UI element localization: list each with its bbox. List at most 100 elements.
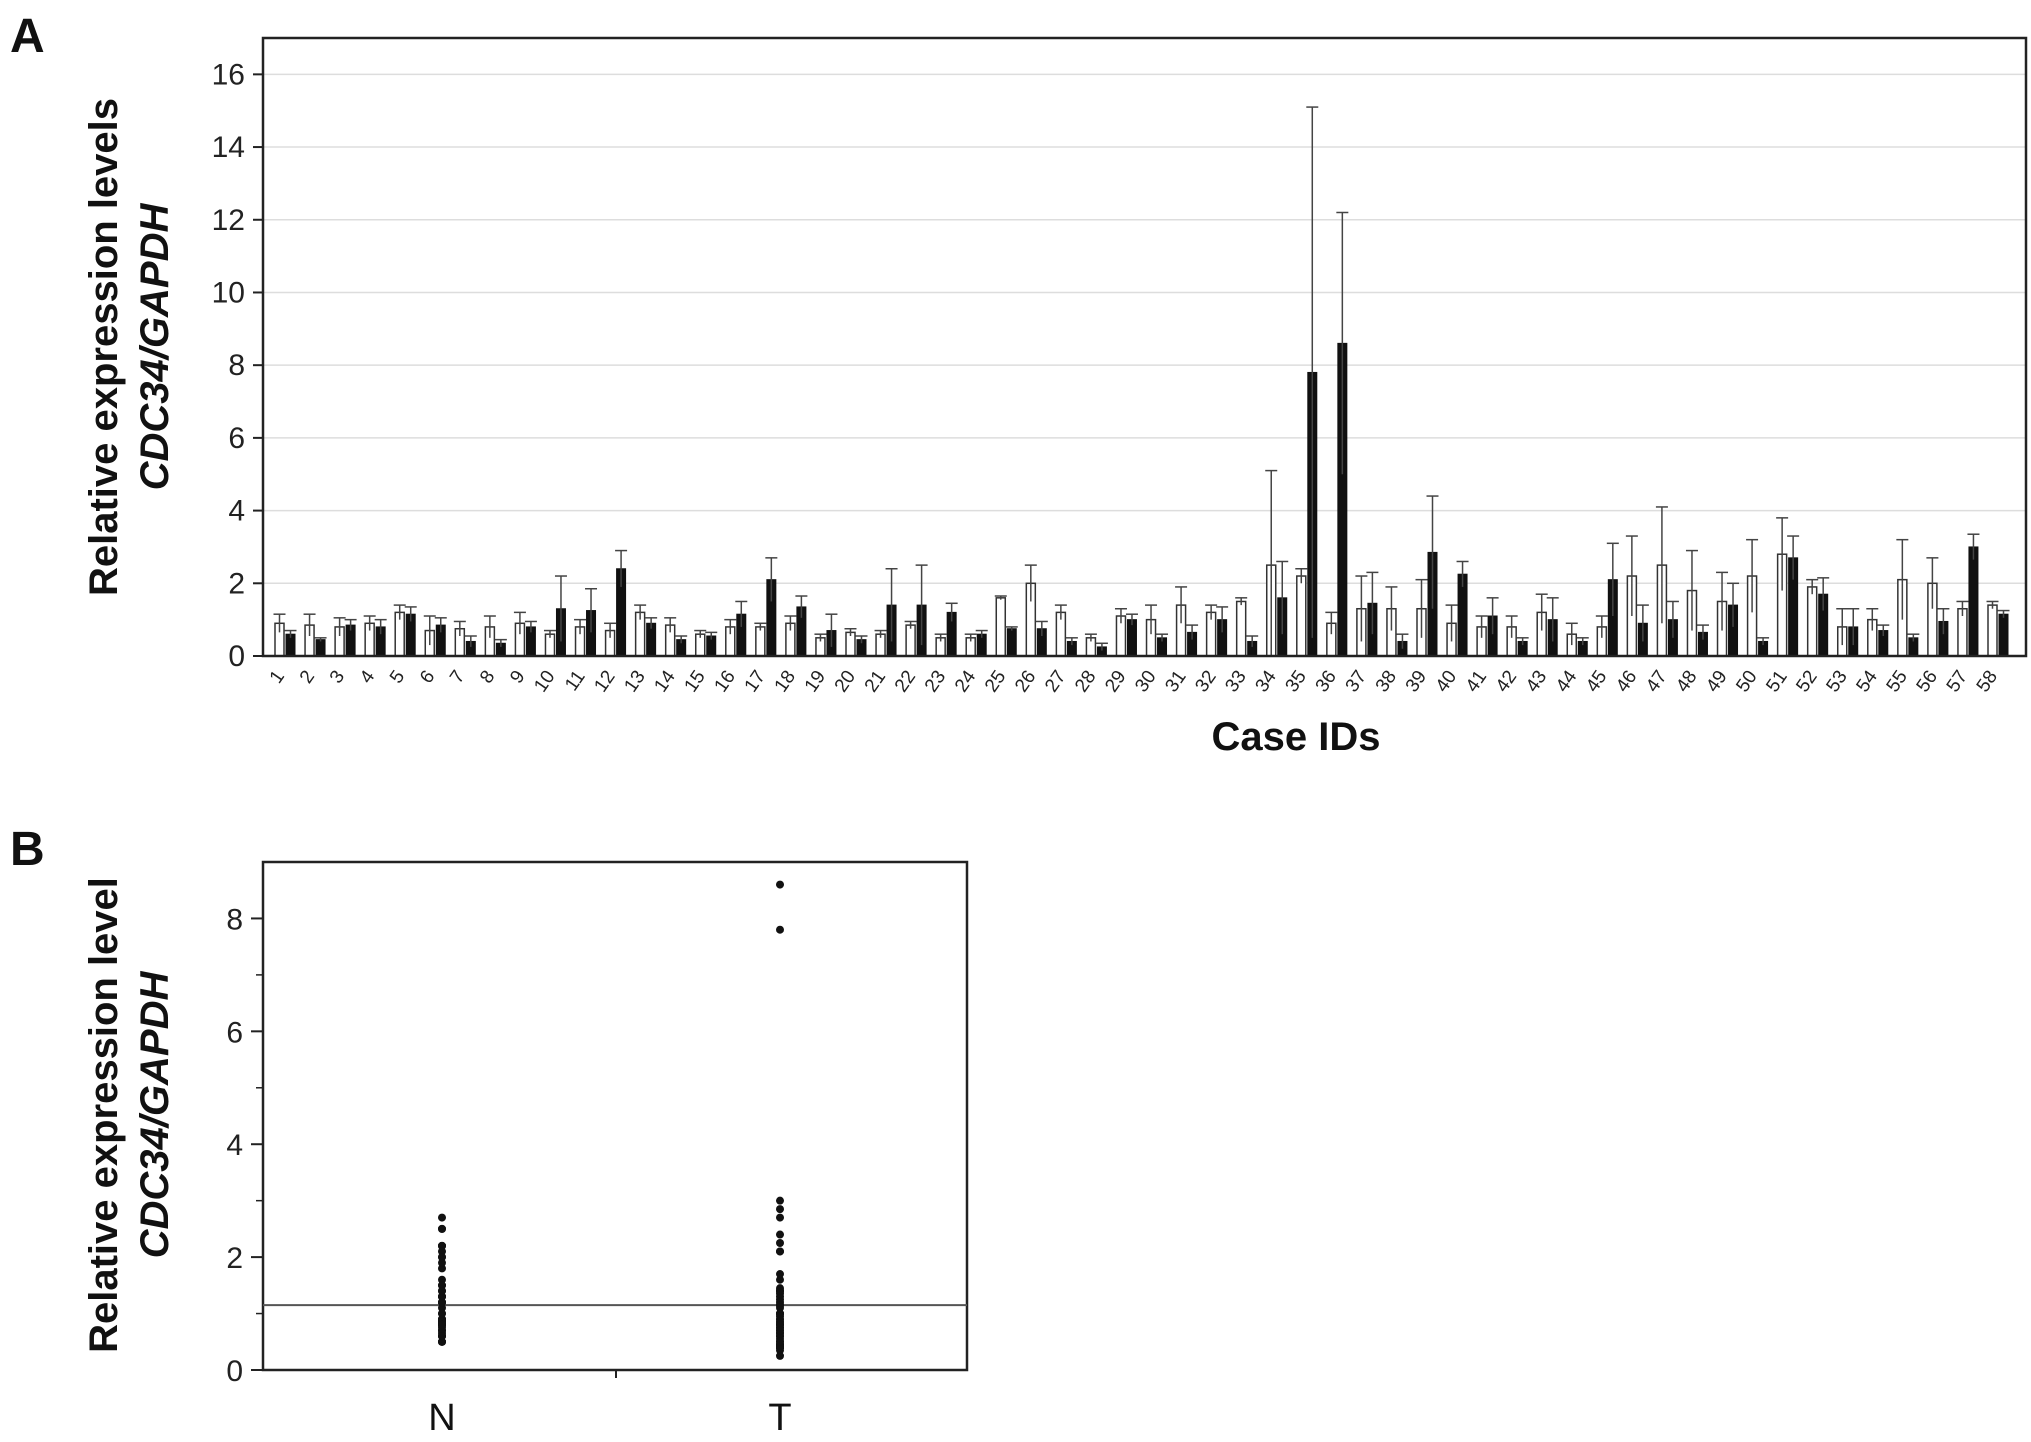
- panel-a-bar-normal: [1296, 575, 1307, 657]
- panel-b-point-n: [438, 1224, 446, 1233]
- panel-a-ytick-label: 4: [228, 495, 245, 528]
- panel-b-point-t: [776, 1196, 784, 1205]
- panel-a-xtick-label: 19: [801, 667, 830, 696]
- panel-a-xtick-label: 52: [1792, 667, 1821, 696]
- panel-a-bar-normal: [1806, 586, 1818, 657]
- panel-a-bar-normal: [755, 626, 766, 657]
- panel-a-xtick-label: 4: [356, 666, 380, 687]
- panel-a-xtick-label: 13: [620, 667, 649, 696]
- panel-a-xtick-label: 49: [1702, 667, 1731, 696]
- panel-a-xtick-label: 11: [561, 667, 590, 695]
- panel-a-ytick-label: 2: [228, 567, 245, 600]
- panel-a-ytick-label: 16: [212, 58, 245, 91]
- panel-a-xtick-label: 36: [1312, 667, 1341, 696]
- panel-b-point-n: [438, 1264, 446, 1273]
- panel-b-point-t: [776, 1312, 784, 1321]
- panel-a-xtick-label: 25: [981, 667, 1010, 696]
- panel-b-point-n: [438, 1298, 446, 1307]
- panel-a-xtick-label: 22: [891, 667, 920, 696]
- panel-b-point-t: [776, 925, 784, 934]
- panel-b-point-n: [438, 1213, 446, 1222]
- panel-b-point-t: [776, 1247, 784, 1256]
- panel-b-point-t: [776, 1337, 784, 1346]
- panel-a-xlabel: Case IDs: [1212, 715, 1381, 759]
- panel-a-xtick-label: 55: [1883, 667, 1912, 696]
- panel-b-point-n: [438, 1292, 446, 1301]
- panel-a-ytick-label: 6: [228, 422, 245, 455]
- panel-a-letter: A: [10, 10, 45, 63]
- panel-a-ytick-label: 10: [212, 276, 245, 309]
- panel-b-point-t: [776, 1320, 784, 1329]
- panel-a-bar-normal: [905, 624, 916, 657]
- panel-b-point-n: [438, 1303, 446, 1312]
- panel-b-point-t: [776, 1239, 784, 1247]
- panel-a-xtick-label: 39: [1402, 667, 1431, 696]
- panel-b-point-n: [438, 1241, 446, 1250]
- panel-b-ylabel-line2: CDC34/GAPDH: [133, 971, 177, 1259]
- panel-b-ytick-label: 6: [226, 1016, 243, 1049]
- panel-a-xtick-label: 20: [831, 667, 860, 696]
- panel-b-point-n: [438, 1332, 446, 1341]
- panel-a-gridlines: [263, 73, 2026, 585]
- panel-a-bar-tumor: [315, 639, 326, 657]
- panel-b-letter: B: [10, 823, 45, 876]
- panel-a-ylabel-line2: CDC34/GAPDH: [133, 203, 177, 491]
- panel-a-xtick-label: 6: [416, 667, 439, 688]
- panel-b-ytick-label: 2: [226, 1242, 243, 1275]
- panel-b-point-t: [776, 1301, 784, 1310]
- panel-a-xtick-label: 27: [1041, 667, 1070, 696]
- panel-a-xtick-label: 2: [296, 667, 319, 688]
- panel-b-point-t: [776, 880, 784, 889]
- panel-b-point-n: [438, 1253, 446, 1262]
- panel-a-xtick-label: 56: [1913, 667, 1942, 696]
- panel-a-xtick-label: 50: [1732, 667, 1761, 696]
- panel-a-xtick-label: 47: [1642, 667, 1671, 696]
- panel-b-ytick-label: 8: [226, 903, 243, 936]
- panel-b-point-n: [438, 1258, 446, 1267]
- panel-a-xtick-label: 51: [1762, 667, 1791, 696]
- panel-a-xtick-label: 10: [530, 667, 559, 696]
- panel-b-plot-frame: [261, 860, 969, 1372]
- panel-a-xtick-label: 24: [951, 666, 981, 696]
- panel-b-point-t: [776, 1286, 784, 1295]
- panel-a-xtick-label: 43: [1522, 667, 1551, 696]
- panel-a-plot-frame: [261, 36, 2028, 658]
- panel-a-xtick-label: 26: [1011, 667, 1040, 696]
- panel-a-xtick-label: 57: [1943, 667, 1972, 696]
- panel-b-point-t: [776, 1343, 784, 1352]
- panel-a-xtick-label: 23: [921, 667, 950, 696]
- panel-a-xtick-label: 40: [1432, 667, 1461, 696]
- panel-a-y-ticks: 0 2 4 6 8 10 12 14 16: [212, 58, 263, 673]
- panel-a-xtick-label: 37: [1342, 667, 1371, 696]
- panel-a-xtick-label: 12: [590, 667, 619, 696]
- panel-a-xtick-label: 48: [1672, 667, 1701, 696]
- panel-a-bar-tumor: [1998, 613, 2009, 657]
- panel-a-xtick-label: 28: [1071, 667, 1100, 696]
- panel-a-ytick-label: 12: [212, 204, 245, 237]
- panel-a-x-ticks: 1 2 3 4 5 6 7 8 9 10 11 12 13 14 15 16 17 18 19 20 21 22 23 24 2…: [266, 666, 2002, 696]
- panel-a-ytick-label: 14: [212, 131, 245, 164]
- panel-b-point-n: [438, 1315, 446, 1324]
- panel-b-point-n: [438, 1286, 446, 1295]
- panel-a-xtick-label: 16: [711, 667, 740, 696]
- panel-a-xtick-label: 41: [1462, 667, 1491, 696]
- panel-a-xtick-label: 35: [1282, 667, 1311, 696]
- panel-b-point-n: [438, 1309, 446, 1318]
- panel-b-ytick-label: 4: [226, 1129, 243, 1162]
- panel-a-xtick-label: 18: [771, 667, 800, 696]
- panel-b-point-n: [438, 1247, 446, 1256]
- panel-b-point-t: [776, 1213, 784, 1222]
- panel-b-y-ticks: 0 2 4 6 8: [226, 903, 263, 1388]
- panel-a-xtick-label: 53: [1823, 667, 1852, 696]
- panel-b-point-n: [438, 1281, 446, 1290]
- panel-a-xtick-label: 44: [1552, 666, 1582, 696]
- panel-a-xtick-label: 32: [1191, 667, 1220, 696]
- panel-a-bar-tumor: [1006, 628, 1017, 657]
- panel-a-xtick-label: 21: [861, 667, 890, 696]
- panel-a-xtick-label: 1: [266, 667, 289, 688]
- panel-a-bar-tumor: [1968, 546, 1979, 657]
- panel-a-bar-normal: [995, 597, 1007, 657]
- panel-a-xtick-label: 58: [1973, 667, 2002, 696]
